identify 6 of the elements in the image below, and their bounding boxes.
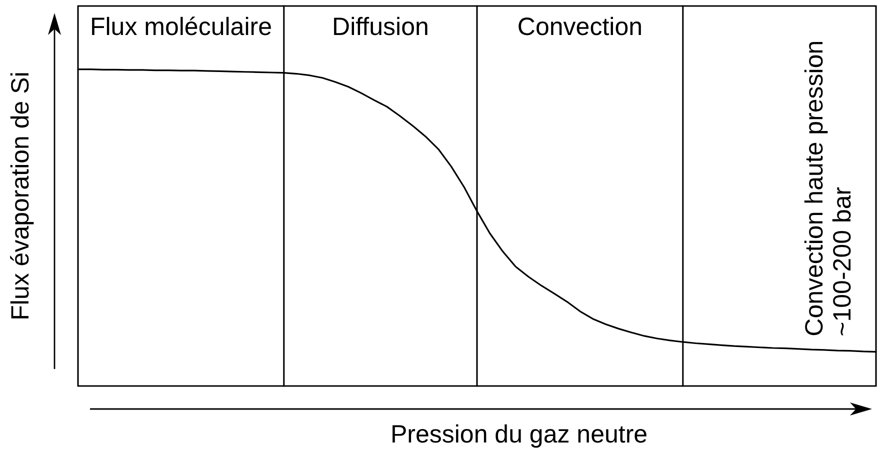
text: Diffusion [332, 12, 429, 41]
annotation: Convection haute pression ~100-200 bar [800, 33, 856, 336]
y-axis-title: Flux évaporation de Si [6, 72, 34, 320]
x-axis-title: Pression du gaz neutre [390, 420, 648, 448]
text: Convection [517, 12, 643, 41]
text: Flux moléculaire [90, 12, 272, 41]
